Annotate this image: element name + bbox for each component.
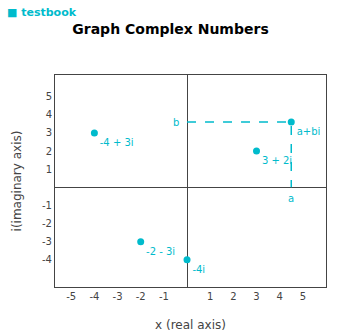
svg-text:-2 - 3i: -2 - 3i xyxy=(146,246,175,257)
svg-text:-2: -2 xyxy=(136,291,146,302)
svg-text:2: 2 xyxy=(46,146,52,157)
svg-text:5: 5 xyxy=(300,291,306,302)
svg-text:-4 + 3i: -4 + 3i xyxy=(100,137,134,148)
svg-text:2: 2 xyxy=(230,291,236,302)
svg-text:1: 1 xyxy=(207,291,213,302)
svg-text:-3: -3 xyxy=(42,236,52,247)
svg-text:x (real axis): x (real axis) xyxy=(155,318,226,332)
svg-text:Graph Complex Numbers: Graph Complex Numbers xyxy=(72,21,268,37)
svg-text:3 + 2i: 3 + 2i xyxy=(262,155,292,166)
svg-text:4: 4 xyxy=(276,291,282,302)
svg-text:5: 5 xyxy=(46,91,52,102)
svg-text:-4: -4 xyxy=(89,291,99,302)
svg-text:3: 3 xyxy=(253,291,259,302)
svg-text:a: a xyxy=(288,193,294,204)
svg-text:b: b xyxy=(173,117,179,128)
svg-text:i(imaginary axis): i(imaginary axis) xyxy=(10,131,24,232)
svg-text:-3: -3 xyxy=(113,291,123,302)
svg-text:4: 4 xyxy=(46,109,52,120)
svg-text:-4: -4 xyxy=(42,254,52,265)
svg-text:3: 3 xyxy=(46,127,52,138)
svg-text:-5: -5 xyxy=(66,291,76,302)
svg-text:a+bi: a+bi xyxy=(297,126,321,137)
svg-text:-1: -1 xyxy=(42,200,52,211)
svg-text:1: 1 xyxy=(46,164,52,175)
svg-text:-1: -1 xyxy=(159,291,169,302)
svg-text:■ testbook: ■ testbook xyxy=(7,6,77,19)
svg-text:-4i: -4i xyxy=(192,264,205,275)
svg-text:-2: -2 xyxy=(42,218,52,229)
